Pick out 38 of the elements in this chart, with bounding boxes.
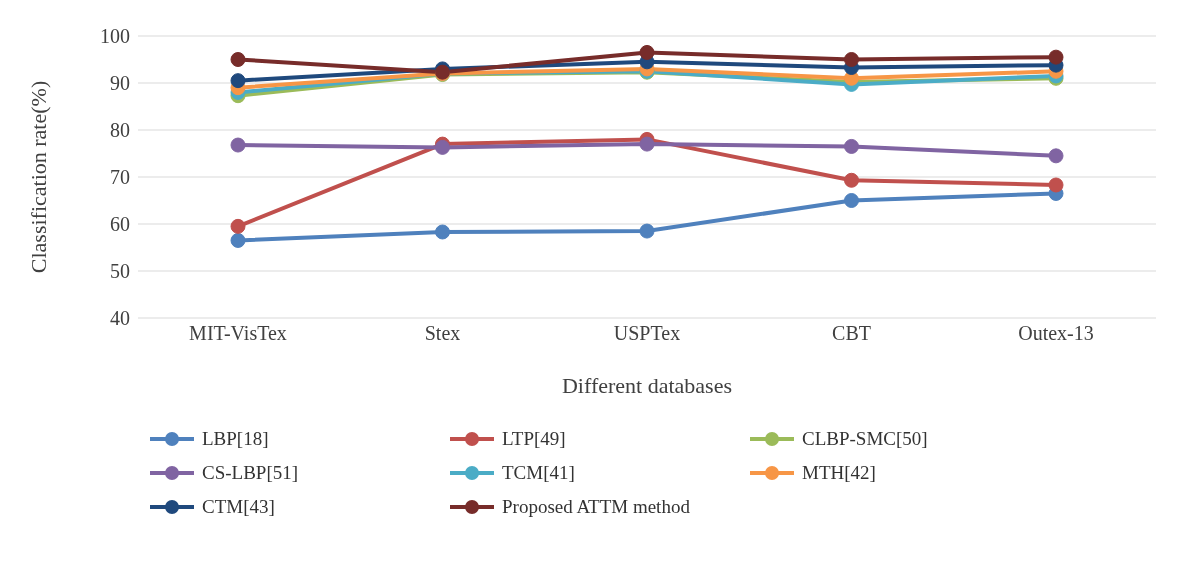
x-axis-title: Different databases — [561, 373, 733, 398]
x-tick-label: CBT — [832, 322, 871, 345]
legend-label: CS-LBP[51] — [202, 462, 299, 484]
y-tick-label: 50 — [110, 260, 130, 283]
point — [844, 193, 859, 208]
x-tick-label: MIT-VisTex — [189, 322, 287, 345]
y-tick-label: 40 — [110, 307, 130, 330]
point — [230, 52, 246, 67]
point — [639, 44, 655, 60]
x-tick-label: Outex-13 — [1018, 322, 1094, 345]
y-tick-label: 90 — [110, 72, 130, 95]
point — [230, 218, 246, 234]
y-tick-label: 100 — [100, 25, 130, 48]
x-tick-label: Stex — [424, 322, 461, 345]
x-tick-label: USPTex — [613, 322, 681, 345]
point — [230, 73, 246, 89]
point — [1048, 177, 1064, 193]
legend-label: MTH[42] — [802, 462, 876, 484]
point — [844, 172, 859, 188]
legend-label: LBP[18] — [202, 428, 269, 450]
point — [1048, 148, 1064, 164]
y-tick-label: 70 — [110, 166, 130, 189]
y-axis-title: Classification rate(%) — [25, 80, 51, 274]
point — [844, 52, 859, 67]
point — [844, 138, 859, 154]
legend-label: Proposed ATTM method — [502, 496, 690, 518]
legend-label: TCM[41] — [502, 462, 575, 484]
point — [435, 224, 450, 240]
y-tick-label: 60 — [110, 213, 130, 236]
y-tick-label: 80 — [110, 119, 130, 142]
legend-label: CLBP-SMC[50] — [802, 428, 928, 450]
point — [230, 232, 246, 248]
point — [639, 136, 655, 152]
point — [230, 137, 246, 153]
point — [1048, 49, 1064, 65]
legend-label: LTP[49] — [502, 428, 566, 450]
legend-label: CTM[43] — [202, 496, 275, 518]
point — [639, 223, 655, 239]
